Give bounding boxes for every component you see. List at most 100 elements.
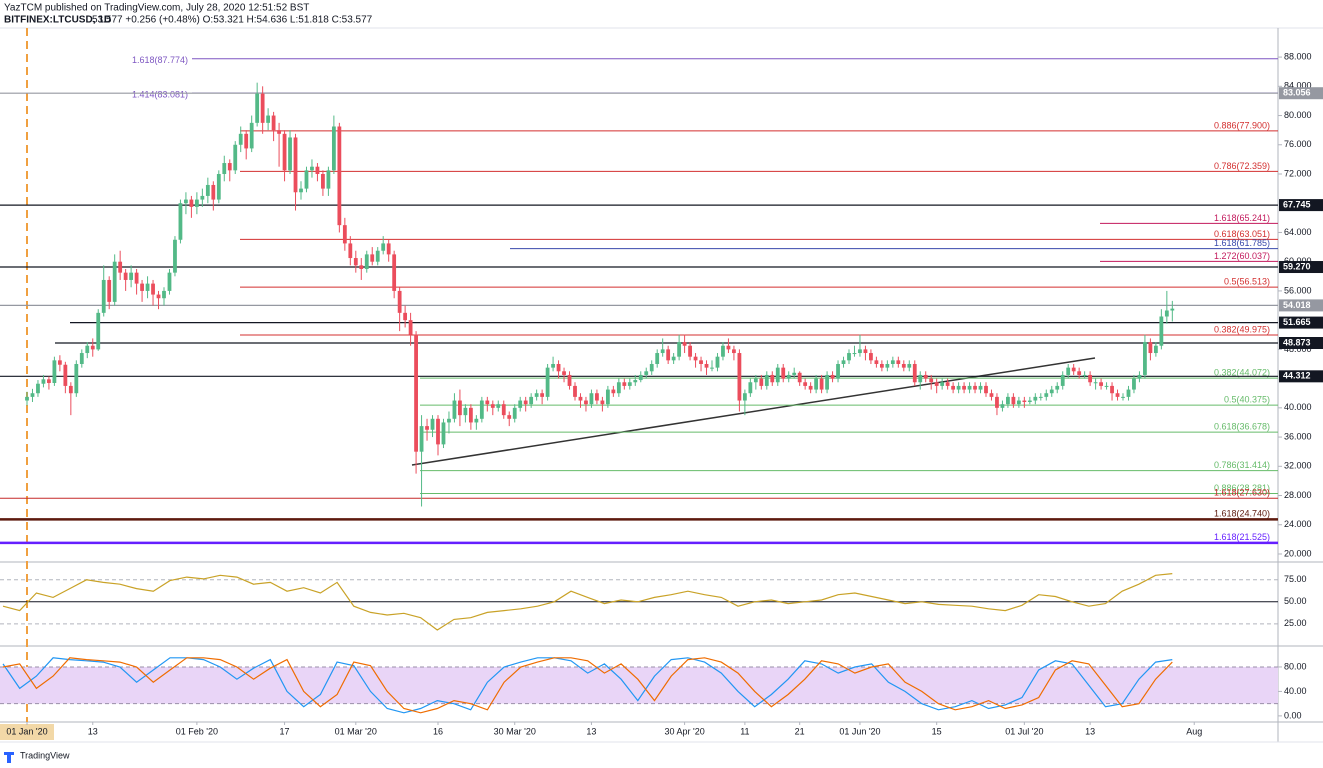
candle-body (885, 363, 890, 368)
candle-body (600, 400, 605, 405)
candle-body (194, 199, 199, 207)
candle-body (973, 385, 977, 390)
y-tick-label: 24.000 (1284, 519, 1312, 529)
candle-body (929, 378, 934, 383)
footer-brand: TradingView (20, 750, 70, 760)
y-tick-label: 36.000 (1284, 431, 1312, 441)
candle-body (671, 356, 676, 361)
y-tick-label: 88.000 (1284, 51, 1312, 61)
y-tick-label: 64.000 (1284, 227, 1312, 237)
candle-body (1006, 396, 1010, 405)
candle-body (595, 393, 599, 401)
price-box (1279, 299, 1323, 312)
price-label: 48.873 (1283, 337, 1311, 347)
candle-body (726, 345, 731, 350)
y-tick-label: 75.00 (1284, 574, 1307, 584)
candle-body (1115, 393, 1120, 397)
candle-body (52, 360, 57, 383)
candle-body (140, 283, 144, 291)
candle-body (611, 389, 616, 394)
candle-body (364, 254, 369, 269)
candle-body (227, 163, 232, 171)
y-tick-label: 40.00 (1284, 686, 1307, 696)
candle-body (770, 374, 775, 383)
x-tick-label: 11 (740, 726, 749, 736)
candle-body (918, 374, 923, 383)
candle-body (693, 356, 698, 361)
publisher: YazTCM published on TradingView.com, Jul… (4, 3, 309, 14)
candle-body (468, 407, 473, 423)
candle-body (852, 353, 857, 355)
candle-body (414, 334, 418, 452)
candle-body (540, 393, 545, 397)
candle-body (874, 360, 879, 364)
candle-body (458, 400, 462, 416)
fib-label: 1.618(21.525) (1214, 532, 1270, 542)
fib-label: 0.5(40.375) (1224, 394, 1270, 404)
price-box (1279, 336, 1323, 349)
candle-body (403, 312, 408, 321)
candle-body (36, 383, 40, 394)
candle-body (200, 195, 205, 200)
candle-body (490, 404, 495, 408)
candle-body (425, 426, 429, 430)
candle-body (485, 400, 490, 405)
candle-body (260, 93, 265, 123)
candle-body (847, 353, 851, 361)
candle-body (567, 374, 572, 386)
indicator-line (2, 573, 1173, 631)
band (0, 666, 1278, 704)
candle-body (205, 184, 210, 196)
candle-body (907, 363, 912, 368)
candle-body (1148, 342, 1153, 354)
x-tick-label: 21 (795, 726, 805, 736)
candle-body (25, 396, 29, 401)
candle-body (605, 389, 610, 405)
x-tick-label: 16 (433, 726, 443, 736)
candle-body (96, 312, 101, 350)
x-tick-label: 13 (586, 726, 596, 736)
price-label: 59.270 (1283, 261, 1311, 271)
candle-body (447, 418, 451, 423)
candle-body (419, 426, 424, 452)
candle-body (63, 364, 68, 386)
x-tick-label: 30 Apr '20 (664, 726, 704, 736)
candle-body (704, 363, 709, 368)
candle-body (90, 345, 95, 350)
candle-body (1011, 396, 1016, 405)
candle-body (797, 372, 802, 383)
y-tick-label: 50.00 (1284, 596, 1307, 606)
candle-body (249, 122, 254, 149)
candle-body (1093, 382, 1098, 384)
candle-body (123, 272, 128, 280)
indicator-line (2, 657, 1173, 714)
candle-body (589, 393, 594, 405)
candle-body (496, 404, 501, 408)
candle-body (167, 272, 172, 291)
x-tick-label: 01 Jan '20 (6, 726, 47, 736)
candle-body (118, 261, 123, 273)
candle-body (244, 133, 249, 149)
candle-body (1044, 393, 1049, 397)
candle-body (57, 360, 62, 365)
candle-body (890, 360, 895, 364)
y-tick-label: 40.000 (1284, 402, 1312, 412)
candle-body (1033, 396, 1038, 401)
candle-body (775, 367, 780, 383)
price-box (1279, 316, 1323, 329)
candle-body (819, 378, 824, 390)
y-tick-label: 84.000 (1284, 81, 1312, 91)
candle-body (441, 422, 446, 445)
candle-body (792, 372, 797, 375)
candle-body (359, 265, 364, 269)
y-tick-label: 0.00 (1284, 710, 1302, 720)
y-tick-label: 25.00 (1284, 618, 1307, 628)
candle-body (233, 144, 238, 171)
fib-label: 0.5(56.513) (1224, 277, 1270, 287)
price-label: 67.745 (1283, 199, 1311, 209)
candle-body (781, 367, 786, 379)
candle-body (534, 393, 539, 397)
candle-body (786, 374, 791, 379)
price-label: 51.665 (1283, 317, 1311, 327)
